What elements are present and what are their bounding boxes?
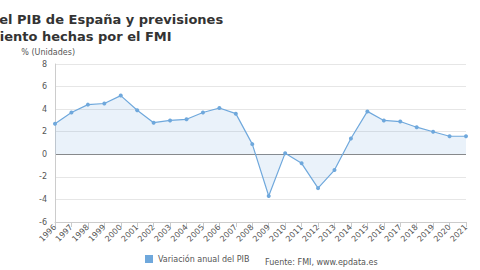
svg-text:2020: 2020	[432, 223, 453, 244]
svg-text:2019: 2019	[416, 223, 437, 244]
svg-text:8: 8	[42, 60, 47, 69]
svg-text:2017: 2017	[383, 223, 404, 244]
svg-text:0: 0	[42, 150, 47, 159]
svg-text:4: 4	[42, 105, 47, 114]
svg-text:2014: 2014	[333, 223, 354, 244]
svg-text:2003: 2003	[153, 223, 174, 244]
svg-text:2005: 2005	[185, 223, 206, 244]
svg-text:2009: 2009	[251, 223, 272, 244]
svg-text:2002: 2002	[136, 223, 157, 244]
svg-text:2000: 2000	[103, 223, 124, 244]
svg-text:2008: 2008	[235, 223, 256, 244]
svg-text:Variación anual del PIB: Variación anual del PIB	[158, 254, 249, 264]
svg-text:2021: 2021	[448, 223, 469, 244]
svg-text:de crecimiento hechas por el F: de crecimiento hechas por el FMI	[0, 29, 172, 44]
svg-text:1998: 1998	[70, 223, 91, 244]
svg-text:1997: 1997	[54, 223, 75, 244]
svg-text:1996: 1996	[37, 223, 58, 244]
svg-text:2011: 2011	[284, 223, 305, 244]
svg-text:2018: 2018	[399, 223, 420, 244]
svg-text:% (Unidades): % (Unidades)	[21, 48, 75, 57]
svg-text:2001: 2001	[120, 223, 141, 244]
svg-text:2016: 2016	[366, 223, 387, 244]
svg-text:Variación anual del PIB de Esp: Variación anual del PIB de España y prev…	[0, 12, 228, 27]
svg-text:6: 6	[42, 82, 47, 91]
svg-text:2012: 2012	[300, 223, 321, 244]
svg-text:-4: -4	[39, 195, 47, 204]
svg-text:2: 2	[42, 127, 47, 136]
svg-text:2015: 2015	[350, 223, 371, 244]
svg-text:1999: 1999	[87, 223, 108, 244]
svg-text:2004: 2004	[169, 223, 190, 244]
svg-text:-6: -6	[39, 218, 47, 227]
svg-text:2006: 2006	[202, 223, 223, 244]
svg-text:Fuente: FMI, www.epdata.es: Fuente: FMI, www.epdata.es	[265, 258, 378, 267]
svg-text:2007: 2007	[218, 223, 239, 244]
svg-text:-2: -2	[39, 172, 47, 181]
svg-text:2013: 2013	[317, 223, 338, 244]
svg-text:2010: 2010	[268, 223, 289, 244]
